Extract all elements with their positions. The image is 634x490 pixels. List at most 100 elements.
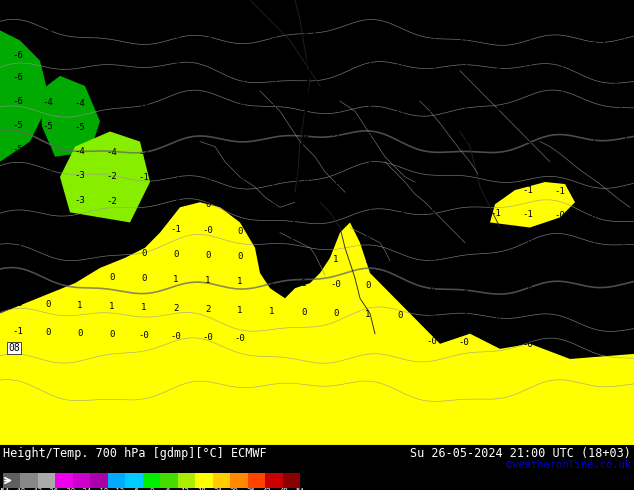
- Bar: [178, 473, 195, 488]
- Text: -1: -1: [235, 152, 245, 161]
- Text: -5: -5: [13, 28, 23, 37]
- Text: -1: -1: [394, 60, 405, 69]
- Text: 0: 0: [365, 231, 371, 240]
- Text: -1: -1: [491, 35, 501, 44]
- Text: 0: 0: [45, 328, 51, 337]
- Text: 42: 42: [262, 489, 271, 490]
- Text: -6: -6: [13, 51, 23, 60]
- Text: 1: 1: [173, 274, 179, 284]
- Text: 0: 0: [141, 249, 146, 258]
- Text: -3: -3: [235, 128, 245, 137]
- Text: -3: -3: [75, 196, 86, 205]
- Text: 0: 0: [77, 271, 82, 281]
- Text: -2: -2: [13, 194, 23, 203]
- Text: -2: -2: [522, 136, 533, 145]
- Text: -4: -4: [42, 171, 53, 179]
- Text: -1: -1: [491, 62, 501, 71]
- Text: -0: -0: [299, 203, 309, 212]
- Text: 1: 1: [109, 302, 115, 311]
- Text: -1: -1: [427, 34, 437, 43]
- Text: -1: -1: [617, 139, 628, 148]
- Text: -4: -4: [13, 170, 23, 178]
- Text: -3: -3: [171, 56, 181, 65]
- Text: 0: 0: [398, 311, 403, 320]
- Text: -1: -1: [491, 209, 501, 218]
- Text: 1: 1: [333, 255, 339, 265]
- Polygon shape: [490, 182, 575, 227]
- Text: -4: -4: [107, 5, 117, 15]
- Text: -5: -5: [13, 5, 23, 15]
- Text: Su 26-05-2024 21:00 UTC (18+03): Su 26-05-2024 21:00 UTC (18+03): [410, 447, 631, 460]
- Text: -3: -3: [139, 100, 150, 110]
- Bar: [143, 473, 160, 488]
- Text: 0: 0: [333, 309, 339, 318]
- Text: 0: 0: [237, 227, 243, 236]
- Text: -30: -30: [62, 489, 75, 490]
- Text: -2: -2: [171, 78, 181, 87]
- Text: -3: -3: [203, 31, 214, 40]
- Text: 1: 1: [365, 256, 371, 266]
- Text: -6: -6: [42, 74, 53, 83]
- Text: -0: -0: [394, 157, 405, 166]
- Text: 0: 0: [173, 250, 179, 259]
- Text: -6: -6: [131, 489, 139, 490]
- Text: -4: -4: [42, 98, 53, 107]
- Text: -1: -1: [458, 184, 469, 193]
- Text: 0: 0: [301, 308, 307, 317]
- Text: -1: -1: [363, 34, 373, 43]
- Bar: [230, 473, 248, 488]
- Bar: [126, 473, 143, 488]
- Text: -42: -42: [29, 489, 42, 490]
- Polygon shape: [0, 202, 634, 445]
- Text: -4: -4: [139, 5, 150, 15]
- Text: 0: 0: [205, 251, 210, 260]
- Text: 1: 1: [301, 279, 307, 288]
- Text: -0: -0: [299, 178, 309, 188]
- Text: 0: 0: [237, 201, 243, 210]
- Text: -4: -4: [107, 148, 117, 157]
- Text: 0: 0: [205, 175, 210, 185]
- Text: 1: 1: [77, 301, 82, 310]
- Text: -1: -1: [267, 153, 278, 162]
- Text: -3: -3: [203, 5, 214, 15]
- Text: 0: 0: [109, 272, 115, 282]
- Text: -0: -0: [491, 235, 501, 244]
- Text: -0: -0: [330, 179, 341, 189]
- Text: -6: -6: [75, 75, 86, 84]
- Text: -4: -4: [75, 147, 86, 156]
- Text: 1: 1: [365, 310, 371, 319]
- Text: -1: -1: [617, 64, 628, 74]
- Text: -3: -3: [299, 59, 309, 68]
- Text: -2: -2: [299, 33, 309, 42]
- Text: -3: -3: [139, 77, 150, 86]
- Text: 0: 0: [269, 177, 275, 187]
- Text: -1: -1: [491, 84, 501, 94]
- Text: -0: -0: [139, 331, 150, 340]
- Text: -0: -0: [458, 208, 469, 217]
- Text: -1: -1: [586, 36, 597, 45]
- Text: -1: -1: [363, 9, 373, 18]
- Text: 0: 0: [150, 489, 153, 490]
- Text: -1: -1: [299, 154, 309, 163]
- Text: -0: -0: [427, 337, 437, 346]
- Text: 0: 0: [45, 300, 51, 309]
- Text: -3: -3: [139, 55, 150, 64]
- Text: -1: -1: [394, 206, 405, 215]
- Text: 24: 24: [213, 489, 222, 490]
- Bar: [91, 473, 108, 488]
- Text: -1: -1: [299, 130, 309, 139]
- Text: 1: 1: [205, 275, 210, 285]
- Text: -3: -3: [235, 5, 245, 15]
- Text: -1: -1: [617, 189, 628, 197]
- Text: -1: -1: [458, 234, 469, 243]
- Text: -0: -0: [555, 237, 566, 246]
- Text: -2: -2: [235, 79, 245, 88]
- Text: -1: -1: [617, 36, 628, 45]
- Text: -4: -4: [107, 124, 117, 133]
- Text: -1: -1: [555, 87, 566, 96]
- Polygon shape: [0, 30, 50, 162]
- Text: -5: -5: [42, 146, 53, 155]
- Text: -1: -1: [555, 187, 566, 196]
- Text: 1: 1: [237, 306, 243, 315]
- Text: -1: -1: [491, 135, 501, 144]
